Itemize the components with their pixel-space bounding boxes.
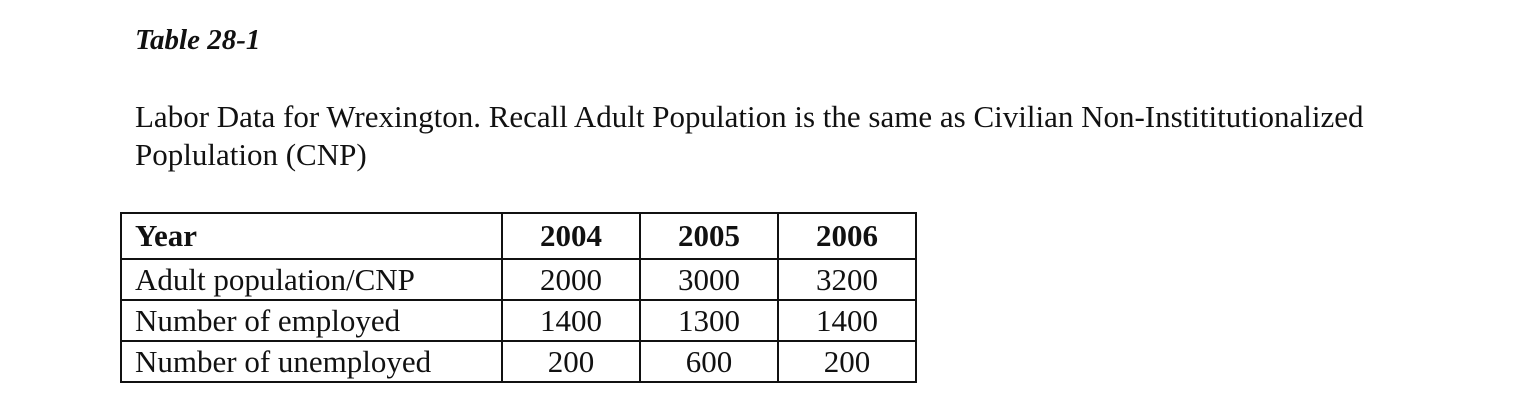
table-caption: Table 28-1 [135,24,261,56]
table-row: Number of employed 1400 1300 1400 [120,299,917,342]
table-cell: 3000 [639,258,779,301]
table-cell: 1300 [639,299,779,342]
intro-line-2: Poplulation (CNP) [135,137,367,172]
table-cell: 1400 [501,299,641,342]
header-year-label: Year [120,212,503,260]
table-row: Adult population/CNP 2000 3000 3200 [120,258,917,301]
table-cell: 200 [501,340,641,383]
intro-paragraph: Labor Data for Wrexington. Recall Adult … [135,98,1495,174]
header-year-2006: 2006 [777,212,917,260]
table-cell: 600 [639,340,779,383]
table-cell: 200 [777,340,917,383]
row-label: Adult population/CNP [120,258,503,301]
intro-line-1: Labor Data for Wrexington. Recall Adult … [135,99,1364,134]
table-cell: 3200 [777,258,917,301]
row-label: Number of unemployed [120,340,503,383]
table-row: Number of unemployed 200 600 200 [120,340,917,383]
table-cell: 1400 [777,299,917,342]
header-year-2005: 2005 [639,212,779,260]
header-year-2004: 2004 [501,212,641,260]
row-label: Number of employed [120,299,503,342]
table-header-row: Year 2004 2005 2006 [120,212,917,260]
labor-data-table: Year 2004 2005 2006 Adult population/CNP… [120,212,917,383]
table-cell: 2000 [501,258,641,301]
